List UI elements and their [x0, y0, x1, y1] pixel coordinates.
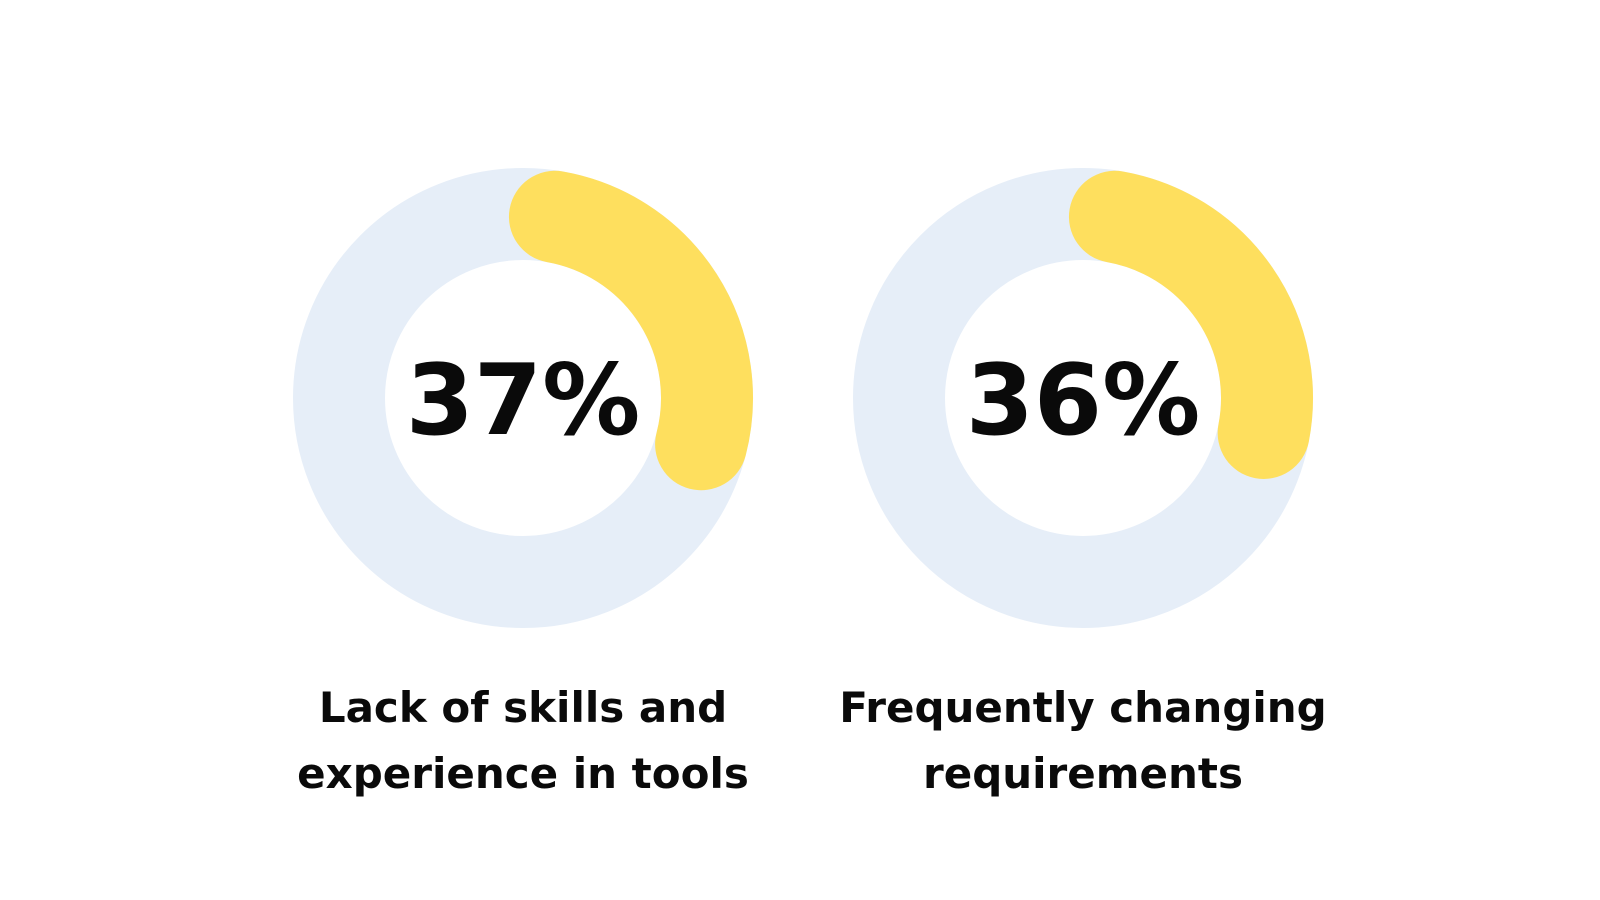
donut-1-caption-line-1: Lack of skills and — [318, 683, 728, 732]
donut-chart-2: 36% — [853, 168, 1313, 628]
donut-1-caption-line-2: experience in tools — [297, 749, 749, 798]
donut-2-caption: Frequently changing requirements — [803, 675, 1363, 807]
donut-1-percentage: 37% — [406, 344, 641, 458]
donut-1-caption: Lack of skills and experience in tools — [243, 675, 803, 807]
donut-2-value-arc — [1068, 170, 1313, 479]
donut-2-caption-line-2: requirements — [923, 749, 1243, 798]
donut-2-percentage: 36% — [966, 344, 1201, 458]
donut-1-value-arc — [508, 170, 753, 491]
donut-chart-1: 37% — [293, 168, 753, 628]
donut-2-caption-line-1: Frequently changing — [839, 683, 1327, 732]
